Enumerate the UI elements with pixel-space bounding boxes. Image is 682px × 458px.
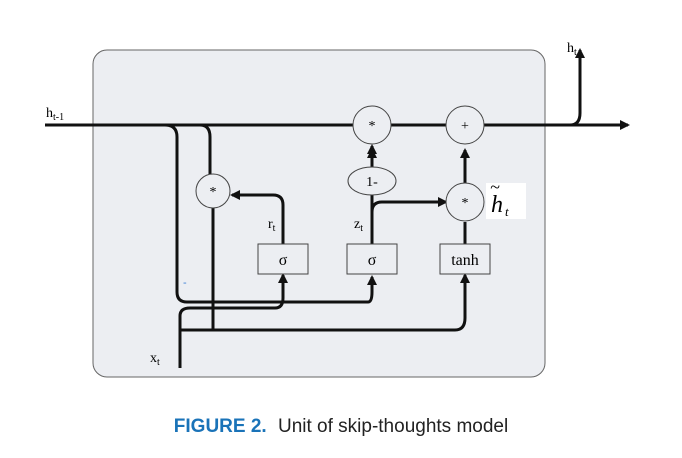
output-branch <box>545 48 585 127</box>
h-prev-label: ht-1 <box>46 106 64 123</box>
candidate-h-label: ~ h t <box>486 177 526 219</box>
svg-text:t: t <box>505 204 509 219</box>
reset-to-mult <box>230 190 285 244</box>
svg-text:h: h <box>491 192 503 218</box>
candidate-mult-node <box>445 182 485 222</box>
unit-box <box>92 49 546 378</box>
x-input-label: xt <box>150 351 160 368</box>
update-gate-box <box>346 243 398 275</box>
h-prev-branch-inner <box>190 123 212 190</box>
figure-number: FIGURE 2. <box>173 416 267 437</box>
stray-mark: - <box>183 277 187 289</box>
h-out-label: ht <box>567 41 577 58</box>
reset-gate-label: σ <box>279 252 288 269</box>
candidate-gate-label: tanh <box>451 252 479 269</box>
svg-text:~: ~ <box>490 177 500 197</box>
update-gate-label: σ <box>368 252 377 269</box>
reset-mult-node <box>195 173 231 209</box>
figure-caption: FIGURE 2. Unit of skip-thoughts model <box>0 416 682 438</box>
candidate-mult-symbol: * <box>462 196 469 211</box>
candidate-gate-box <box>439 243 491 275</box>
reset-label: rt <box>268 217 276 234</box>
h-prev-branch-outer <box>143 123 377 304</box>
one-minus-label: 1- <box>366 175 378 190</box>
one-minus-node <box>347 166 397 196</box>
update-label: zt <box>354 217 363 234</box>
reset-mult-symbol: * <box>210 185 217 200</box>
x-to-candidate <box>180 273 470 332</box>
add-symbol: + <box>461 119 469 134</box>
update-to-candidate-mult <box>370 197 448 213</box>
x-input-line <box>178 273 288 368</box>
update-mult-symbol: * <box>369 119 376 134</box>
skip-thoughts-diagram: * * + 1- * σ σ tanh ht-1 xt ht rt zt ~ h… <box>45 41 630 378</box>
add-node <box>445 105 485 145</box>
figure-title: Unit of skip-thoughts model <box>277 416 509 437</box>
reset-gate-box <box>257 243 309 275</box>
update-mult-node <box>352 105 392 145</box>
